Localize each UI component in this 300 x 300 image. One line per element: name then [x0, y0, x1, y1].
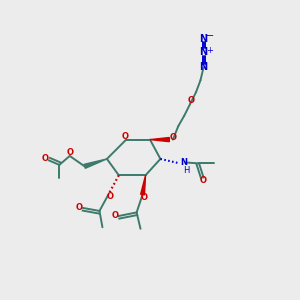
- Text: O: O: [106, 193, 113, 202]
- Text: N: N: [200, 47, 208, 57]
- Text: +: +: [207, 46, 214, 55]
- Text: O: O: [200, 176, 206, 185]
- Polygon shape: [141, 175, 146, 195]
- Text: O: O: [42, 154, 49, 164]
- Text: O: O: [121, 132, 128, 141]
- Polygon shape: [150, 137, 169, 142]
- Text: O: O: [187, 97, 194, 106]
- Text: O: O: [112, 211, 119, 220]
- Text: −: −: [206, 31, 214, 41]
- Text: O: O: [169, 133, 176, 142]
- Text: O: O: [66, 148, 73, 157]
- Text: H: H: [183, 166, 189, 175]
- Text: N: N: [200, 62, 208, 72]
- Polygon shape: [84, 159, 107, 168]
- Text: N: N: [200, 34, 208, 44]
- Text: N: N: [180, 158, 187, 167]
- Text: O: O: [141, 193, 148, 202]
- Text: O: O: [76, 202, 83, 211]
